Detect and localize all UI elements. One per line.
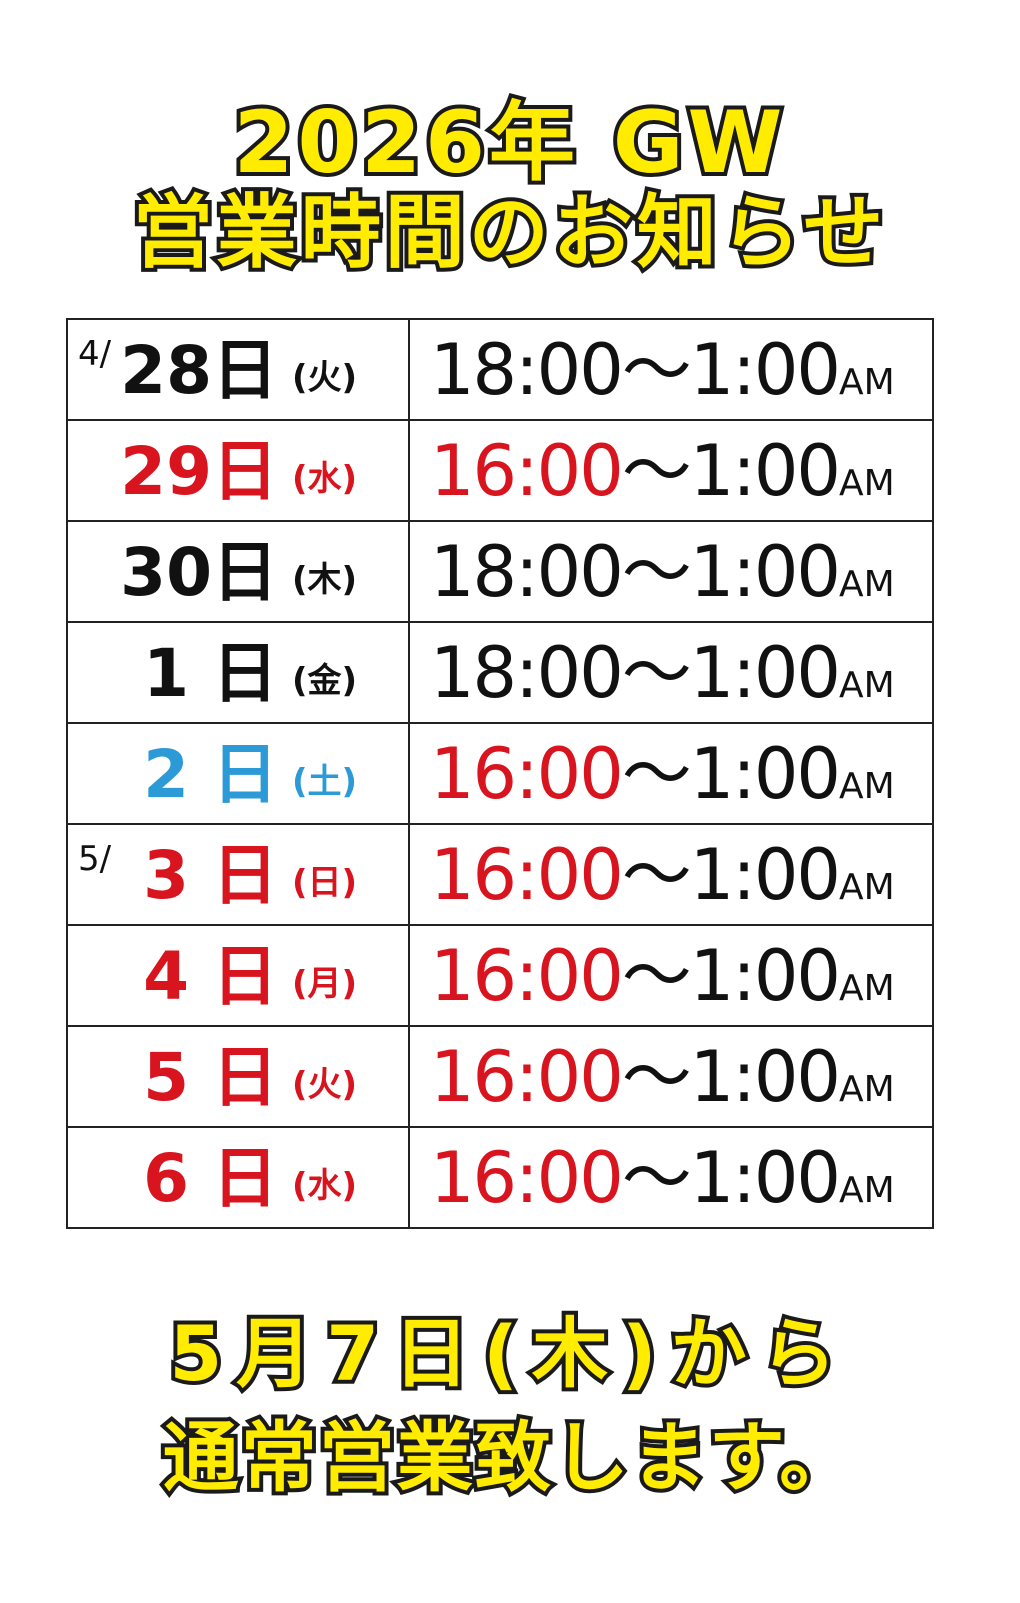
close-time: 1:00 [689,1137,841,1219]
weekday-label: (火) [292,358,358,398]
day-label: 4 日 [143,938,278,1015]
close-time: 1:00 [689,1036,841,1118]
open-time: 16:00 [430,430,624,512]
separator: ～ [621,329,692,411]
close-time: 1:00 [689,935,841,1017]
open-time: 16:00 [430,1137,624,1219]
separator: ～ [621,935,692,1017]
separator: ～ [621,733,692,815]
close-time: 1:00 [689,632,841,714]
close-time: 1:00 [689,733,841,815]
footer-line-2: 通常営業致します。 [159,1409,859,1506]
hours-text: 16:00～1:00AM [430,1122,895,1223]
hours-text: 16:00～1:00AM [430,920,895,1021]
am-suffix: AM [838,1069,895,1110]
separator: ～ [621,834,692,916]
separator: ～ [621,1137,692,1219]
am-suffix: AM [838,463,895,504]
day-label: 28日 [120,332,278,409]
close-time: 1:00 [689,329,841,411]
weekday-label: (火) [292,1065,358,1105]
day-label: 29日 [120,433,278,510]
day-label: 1 日 [143,635,278,712]
date-cell: 29日 (水) [66,419,410,522]
separator: ～ [621,1036,692,1118]
hours-cell: 18:00～1:00AM [408,621,934,724]
day-label: 30日 [120,534,278,611]
table-row: 29日 (水) 16:00～1:00AM [66,419,934,522]
am-suffix: AM [838,362,895,403]
am-suffix: AM [838,1170,895,1211]
hours-text: 16:00～1:00AM [430,718,895,819]
open-time: 16:00 [430,733,624,815]
weekday-label: (水) [292,459,358,499]
date-cell: 6 日 (水) [66,1126,410,1229]
hours-text: 18:00～1:00AM [430,314,895,415]
open-time: 16:00 [430,935,624,1017]
table-row: 6 日 (水) 16:00～1:00AM [66,1126,934,1229]
month-label: 4/ [78,334,112,374]
title-line-2: 営業時間のお知らせ [129,182,888,283]
am-suffix: AM [838,867,895,908]
weekday-label: (土) [292,762,358,802]
hours-cell: 18:00～1:00AM [408,520,934,623]
hours-cell: 16:00～1:00AM [408,722,934,825]
separator: ～ [621,632,692,714]
title-line-1: 2026年 GW [230,89,787,197]
day-label: 6 日 [143,1140,278,1217]
hours-text: 18:00～1:00AM [430,516,895,617]
am-suffix: AM [838,968,895,1009]
hours-table: 4/ 28日 (火) 18:00～1:00AM 29日 (水) 16:00～1:… [66,318,934,1229]
open-time: 16:00 [430,1036,624,1118]
table-row: 4 日 (月) 16:00～1:00AM [66,924,934,1027]
hours-text: 16:00～1:00AM [430,415,895,516]
table-row: 4/ 28日 (火) 18:00～1:00AM [66,318,934,421]
hours-text: 16:00～1:00AM [430,819,895,920]
open-time: 18:00 [430,329,624,411]
close-time: 1:00 [689,531,841,613]
table-row: 1 日 (金) 18:00～1:00AM [66,621,934,724]
am-suffix: AM [838,766,895,807]
footer-line-1: 5月7日(木)から [165,1305,851,1402]
weekday-label: (日) [292,863,358,903]
hours-cell: 18:00～1:00AM [408,318,934,421]
open-time: 18:00 [430,531,624,613]
date-cell: 1 日 (金) [66,621,410,724]
hours-cell: 16:00～1:00AM [408,1025,934,1128]
hours-cell: 16:00～1:00AM [408,419,934,522]
close-time: 1:00 [689,834,841,916]
table-row: 2 日 (土) 16:00～1:00AM [66,722,934,825]
am-suffix: AM [838,665,895,706]
date-cell: 4 日 (月) [66,924,410,1027]
table-row: 5 日 (火) 16:00～1:00AM [66,1025,934,1128]
open-time: 18:00 [430,632,624,714]
date-cell: 5 日 (火) [66,1025,410,1128]
weekday-label: (木) [292,560,358,600]
close-time: 1:00 [689,430,841,512]
hours-text: 16:00～1:00AM [430,1021,895,1122]
weekday-label: (月) [292,964,358,1004]
am-suffix: AM [838,564,895,605]
hours-cell: 16:00～1:00AM [408,924,934,1027]
separator: ～ [621,531,692,613]
table-row: 30日 (木) 18:00～1:00AM [66,520,934,623]
weekday-label: (金) [292,661,358,701]
hours-cell: 16:00～1:00AM [408,823,934,926]
date-cell: 5/ 3 日 (日) [66,823,410,926]
weekday-label: (水) [292,1166,358,1206]
date-cell: 30日 (木) [66,520,410,623]
month-label: 5/ [78,839,112,879]
date-cell: 4/ 28日 (火) [66,318,410,421]
open-time: 16:00 [430,834,624,916]
table-row: 5/ 3 日 (日) 16:00～1:00AM [66,823,934,926]
day-label: 5 日 [143,1039,278,1116]
separator: ～ [621,430,692,512]
day-label: 2 日 [143,736,278,813]
day-label: 3 日 [143,837,278,914]
hours-text: 18:00～1:00AM [430,617,895,718]
date-cell: 2 日 (土) [66,722,410,825]
hours-cell: 16:00～1:00AM [408,1126,934,1229]
